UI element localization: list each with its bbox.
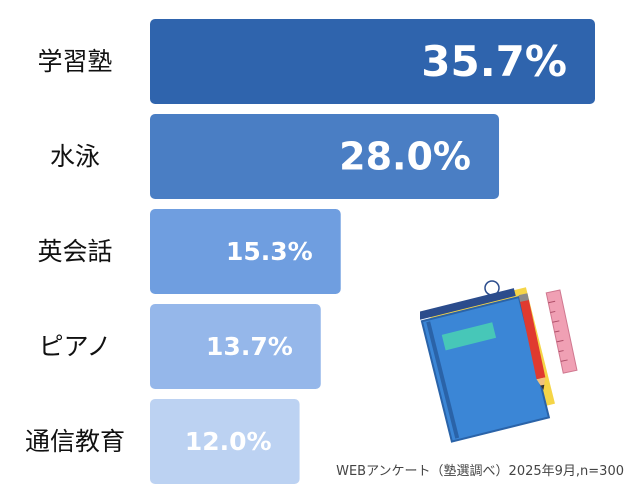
category-label: 通信教育	[25, 427, 125, 456]
category-label: 英会話	[37, 237, 112, 266]
bar-2	[150, 114, 500, 199]
bar-4	[150, 304, 321, 389]
category-label: 学習塾	[37, 47, 112, 76]
category-label: ピアノ	[39, 332, 112, 361]
source-note: WEBアンケート（塾選調べ）2025年9月,n=300	[336, 464, 624, 479]
value-label: 12.0%	[185, 427, 272, 456]
value-label: 35.7%	[421, 37, 567, 86]
bar-5	[150, 399, 300, 484]
value-label: 28.0%	[339, 135, 471, 179]
value-label: 15.3%	[226, 237, 313, 266]
books-and-pencils-icon	[420, 280, 578, 443]
bar-3	[150, 209, 341, 294]
category-label: 水泳	[50, 142, 100, 171]
bar-1	[150, 19, 595, 104]
value-label: 13.7%	[206, 332, 293, 361]
